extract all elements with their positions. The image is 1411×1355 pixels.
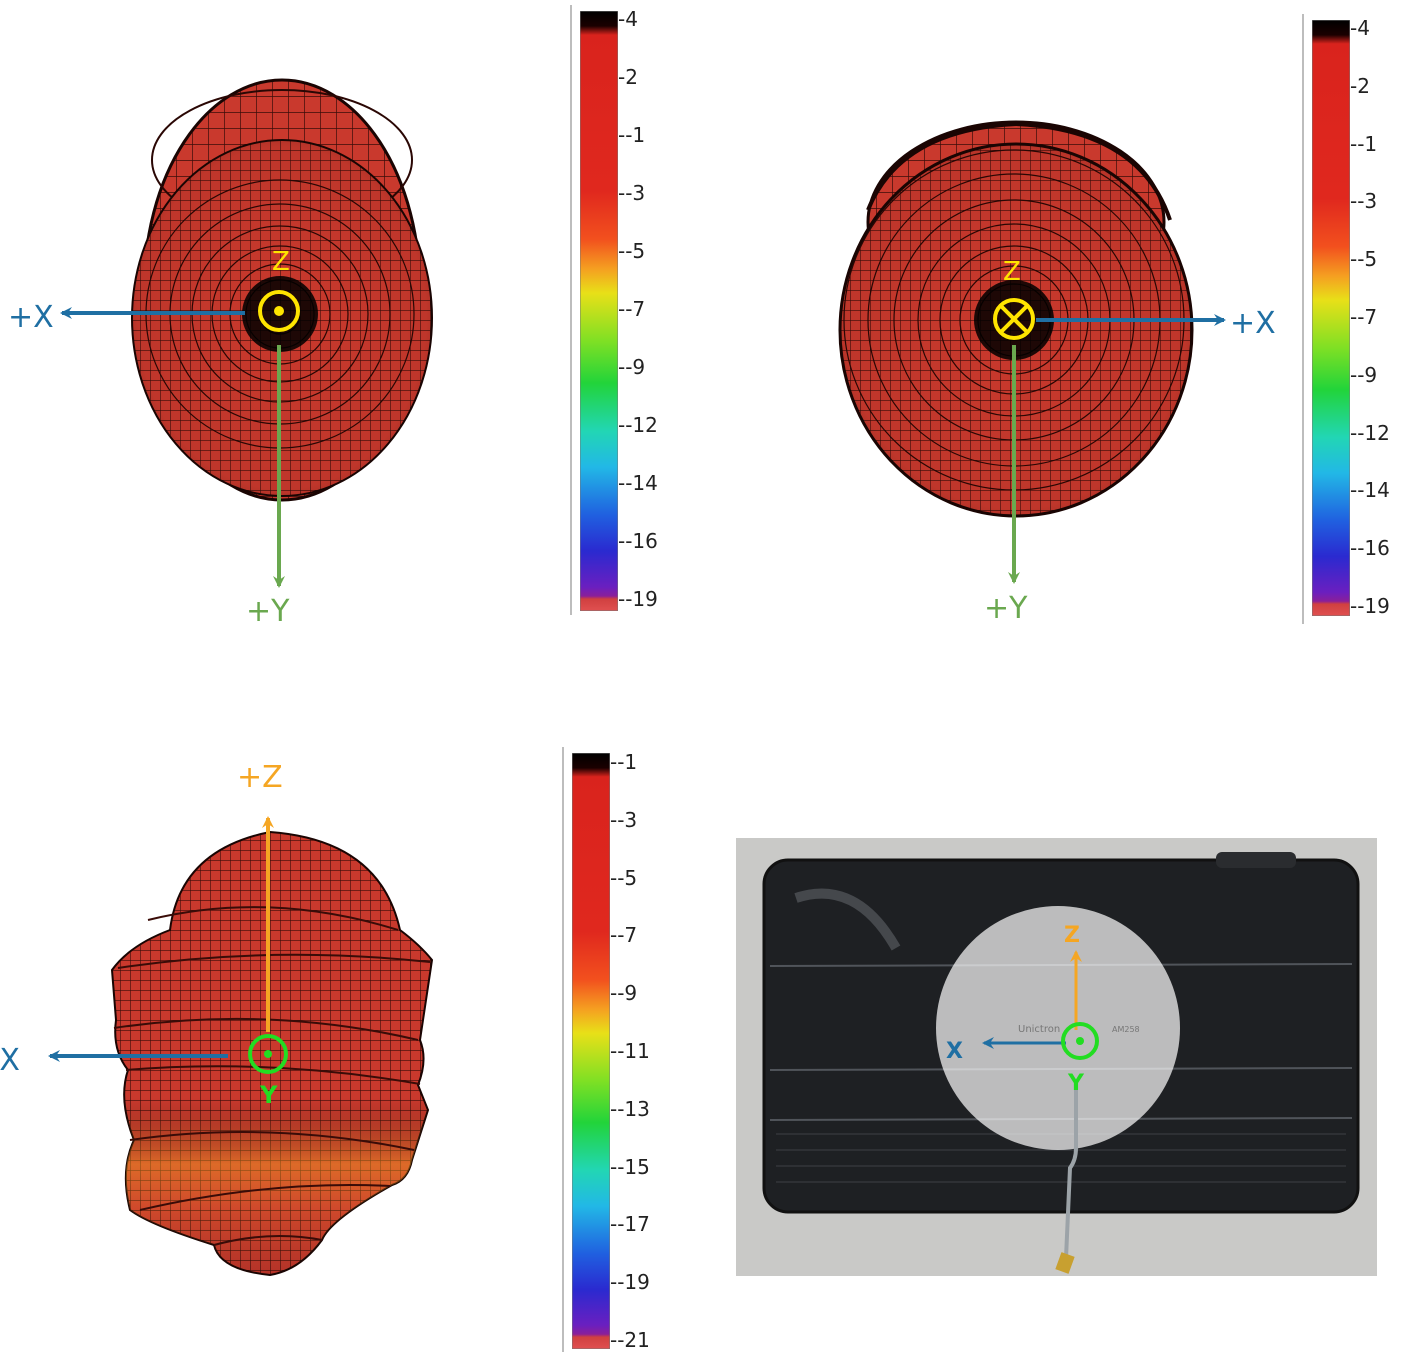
colorbar-tick-label: --14 — [618, 471, 658, 495]
radiation-pattern-bottom-left: +Z -X Y — [0, 760, 434, 1277]
antenna-cable — [1064, 1088, 1078, 1259]
y-axis-label: +Y — [246, 594, 290, 629]
colorbar-tick-label: --17 — [610, 1212, 650, 1237]
colorbar-tick-label: --9 — [1350, 362, 1378, 387]
antenna-connector — [1055, 1252, 1075, 1274]
colorbar-tick-label: --1 — [1350, 131, 1378, 156]
colorbar-tick-label: --13 — [610, 1096, 650, 1121]
x-axis-label: X — [946, 1039, 963, 1064]
colorbar-tick-label: --12 — [1350, 420, 1390, 445]
colorbar-tick-label: --1 — [610, 750, 638, 774]
radiation-pattern-top-right: +X +Y Z — [838, 120, 1276, 626]
brand-text: Unictron — [1018, 1024, 1060, 1035]
x-axis-label: +X — [1230, 306, 1276, 341]
x-axis-label: -X — [0, 1043, 20, 1078]
colorbar-tick-label: --3 — [610, 807, 638, 832]
colorbar-tick-label: --5 — [618, 239, 646, 263]
colorbar-tick-label: --12 — [618, 413, 658, 437]
z-into-page-marker — [993, 298, 1035, 340]
z-axis-label: Z — [1003, 257, 1021, 287]
colorbar-tick-label: --7 — [610, 923, 638, 948]
colorbar-tick-label: -2 — [618, 65, 638, 89]
highlight-circle — [936, 906, 1180, 1150]
x-axis-label: +X — [8, 300, 54, 335]
colorbar-tick-label: --19 — [1350, 594, 1390, 618]
colorbar-top-left: -4 -2 --1 --3 --5 --7 --9 --12 --14 --16 --19 — [570, 5, 690, 615]
colorbar-tick-label: -4 — [618, 7, 638, 31]
y-axis-label: Y — [259, 1081, 278, 1109]
radiation-pattern-top-left: +X +Y Z — [8, 78, 433, 629]
model-text: AM258 — [1112, 1025, 1140, 1034]
y-axis-label: Y — [1067, 1071, 1085, 1096]
colorbar-tick-label: --7 — [1350, 305, 1378, 329]
z-axis-label: +Z — [237, 760, 283, 795]
colorbar-tick-label: --7 — [618, 297, 646, 321]
y-axis-label: +Y — [984, 591, 1028, 626]
colorbar-tick-label: --14 — [1350, 478, 1390, 503]
colorbar-tick-label: --15 — [610, 1154, 650, 1179]
device-photo: Unictron AM258 Z X Y — [736, 838, 1377, 1276]
colorbar-tick-label: --19 — [618, 587, 658, 611]
colorbar-bottom-left: --1 --3 --5 --7 --9 --11 --13 --15 --17 --19 --21 — [562, 747, 682, 1352]
colorbar-tick-label: --3 — [1350, 189, 1378, 214]
colorbar-top-right: -4 -2 --1 --3 --5 --7 --9 --12 --14 --16 --19 — [1302, 14, 1410, 624]
colorbar-tick-label: --9 — [618, 355, 646, 379]
y-out-of-page-marker — [248, 1034, 288, 1074]
colorbar-tick-label: --11 — [610, 1039, 650, 1063]
colorbar-tick-label: --9 — [610, 981, 638, 1006]
pattern-surface — [131, 78, 433, 502]
z-axis-label: Z — [272, 247, 290, 277]
colorbar-tick-label: --16 — [618, 529, 658, 553]
pattern-surface — [110, 830, 434, 1277]
colorbar-tick-label: --5 — [1350, 247, 1378, 272]
z-axis-label: Z — [1064, 923, 1080, 948]
y-out-of-page-marker — [1061, 1022, 1099, 1060]
colorbar-tick-label: --21 — [610, 1328, 650, 1352]
z-out-of-page-marker — [258, 290, 300, 332]
colorbar-tick-label: -2 — [1350, 73, 1370, 98]
colorbar-tick-label: --19 — [610, 1270, 650, 1295]
colorbar-tick-label: -4 — [1350, 16, 1370, 40]
pattern-surface — [838, 120, 1194, 518]
colorbar-tick-label: --16 — [1350, 536, 1390, 561]
colorbar-tick-label: --1 — [618, 123, 646, 147]
colorbar-tick-label: --3 — [618, 181, 646, 205]
colorbar-tick-label: --5 — [610, 865, 638, 890]
